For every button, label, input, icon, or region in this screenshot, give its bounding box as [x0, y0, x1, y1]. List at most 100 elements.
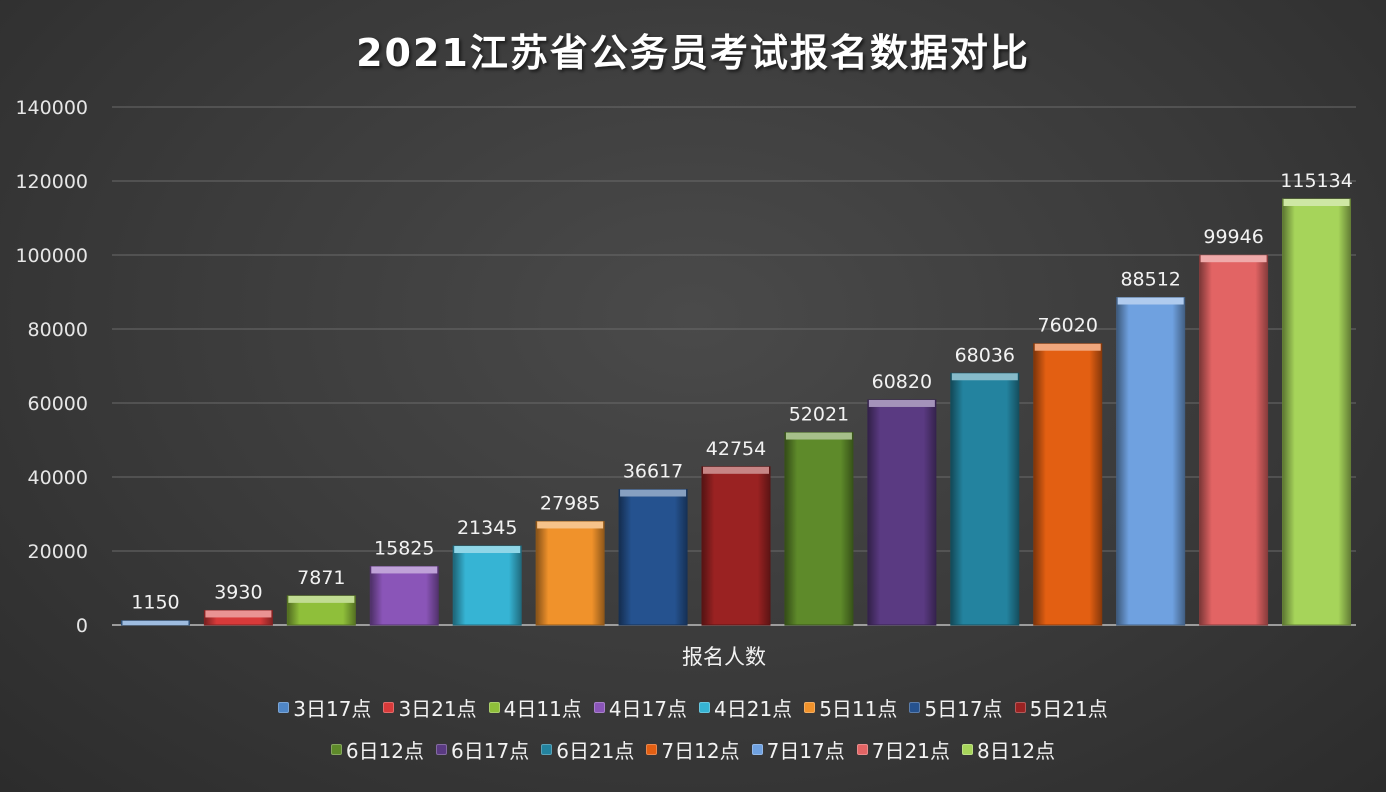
legend-item: 3日17点: [278, 693, 371, 721]
data-label: 1150: [131, 592, 179, 614]
bar-bevel: [205, 610, 272, 618]
legend-item: 7日17点: [751, 735, 845, 763]
bar-bevel: [620, 489, 687, 497]
bar: [535, 520, 605, 626]
y-tick-label: 20000: [28, 541, 88, 563]
chart-title: 2021江苏省公务员考试报名数据对比: [356, 31, 1030, 75]
bars: [120, 198, 1352, 626]
bar-bevel: [1117, 297, 1184, 305]
bar: [950, 372, 1020, 626]
legend-label: 8日12点: [976, 738, 1056, 763]
legend-label: 4日17点: [608, 696, 687, 721]
bar-bevel: [371, 566, 438, 574]
data-label: 21345: [457, 517, 517, 539]
data-label: 76020: [1038, 315, 1098, 337]
legend-item: 6日21点: [541, 735, 634, 763]
y-tick-label: 60000: [28, 393, 88, 415]
bar: [369, 565, 439, 626]
bar-bevel: [1283, 199, 1350, 207]
legend-label: 6日12点: [345, 738, 425, 763]
legend-item: 4日21点: [699, 693, 792, 721]
bar: [618, 489, 688, 626]
legend-item: 3日21点: [383, 693, 477, 721]
legend-swatch: [488, 701, 500, 713]
bar: [1199, 254, 1269, 626]
data-label: 115134: [1280, 170, 1353, 192]
legend-item: 5日11点: [804, 693, 897, 721]
bar-bevel: [122, 620, 189, 625]
legend-item: 7日21点: [856, 735, 950, 763]
legend-swatch: [383, 701, 395, 713]
data-label: 60820: [872, 371, 932, 393]
legend-swatch: [699, 701, 710, 713]
legend-item: 5日21点: [1014, 693, 1108, 721]
legend-label: 7日21点: [871, 738, 950, 763]
data-label: 36617: [623, 461, 683, 483]
legend-swatch: [646, 743, 658, 755]
legend-swatch: [804, 701, 816, 713]
y-axis: 0 20000 40000 60000 80000 100000 120000 140000: [15, 97, 88, 637]
legend-item: 4日17点: [593, 693, 687, 721]
legend-swatch: [593, 701, 605, 713]
legend-label: 7日12点: [661, 738, 740, 763]
legend-item: 4日11点: [488, 693, 582, 721]
data-label: 27985: [540, 492, 600, 514]
y-tick-label: 40000: [28, 467, 88, 489]
legend-label: 3日17点: [293, 696, 372, 721]
legend-swatch: [909, 701, 921, 713]
y-tick-label: 100000: [15, 245, 88, 267]
legend-label: 3日21点: [398, 696, 477, 721]
legend-swatch: [856, 743, 868, 755]
y-tick-label: 0: [76, 615, 88, 637]
legend-swatch: [541, 743, 553, 755]
bar-bevel: [785, 432, 852, 440]
bar-bevel: [868, 399, 935, 407]
legend-item: 6日17点: [436, 735, 529, 763]
legend-item: 6日12点: [330, 735, 425, 763]
legend-item: 7日12点: [646, 735, 740, 763]
legend-label: 4日11点: [503, 696, 582, 721]
bar: [1116, 297, 1186, 626]
data-labels: 1150 3930 7871 15825 21345 27985 36617 42754 520…: [131, 170, 1353, 614]
bar-bevel: [1034, 343, 1101, 351]
bar-chart: 020000400006000080000100000120000140000 …: [15, 97, 1356, 669]
data-label: 15825: [374, 537, 434, 559]
legend-item: 5日17点: [909, 693, 1003, 721]
x-axis-label: 报名人数: [682, 645, 766, 669]
data-label: 99946: [1203, 226, 1263, 248]
y-tick-label: 80000: [28, 319, 88, 341]
bar-bevel: [1200, 255, 1267, 263]
data-label: 7871: [297, 567, 345, 589]
bar: [784, 432, 854, 626]
bar: [1282, 198, 1352, 626]
bar-bevel: [702, 466, 770, 474]
legend-swatch: [961, 743, 973, 755]
legend-item: 8日12点: [961, 735, 1056, 763]
legend: 3日17点 3日21点 4日11点 4日17点 4日21点 5日11点 5日17点 5日21点…: [0, 693, 1386, 763]
bar-bevel: [454, 546, 521, 554]
legend-label: 6日21点: [556, 738, 635, 763]
data-label: 52021: [789, 404, 849, 426]
bar: [701, 466, 771, 626]
bar-bevel: [951, 373, 1018, 381]
data-label: 68036: [955, 344, 1015, 366]
data-label: 42754: [706, 438, 766, 460]
legend-swatch: [278, 701, 290, 713]
bar: [867, 399, 937, 626]
legend-swatch: [436, 743, 448, 755]
data-label: 3930: [214, 581, 262, 603]
legend-swatch: [1014, 701, 1026, 713]
legend-label: 4日21点: [714, 696, 793, 721]
bar-bevel: [288, 595, 355, 603]
bar: [452, 545, 522, 626]
legend-label: 7日17点: [766, 738, 845, 763]
bar: [1033, 343, 1103, 626]
legend-label: 5日17点: [924, 696, 1003, 721]
legend-swatch: [751, 743, 763, 755]
legend-label: 5日11点: [819, 696, 898, 721]
data-label: 88512: [1120, 269, 1180, 291]
bar-bevel: [537, 521, 604, 529]
legend-label: 6日17点: [451, 738, 530, 763]
y-tick-label: 140000: [15, 97, 88, 119]
y-tick-label: 120000: [15, 171, 88, 193]
